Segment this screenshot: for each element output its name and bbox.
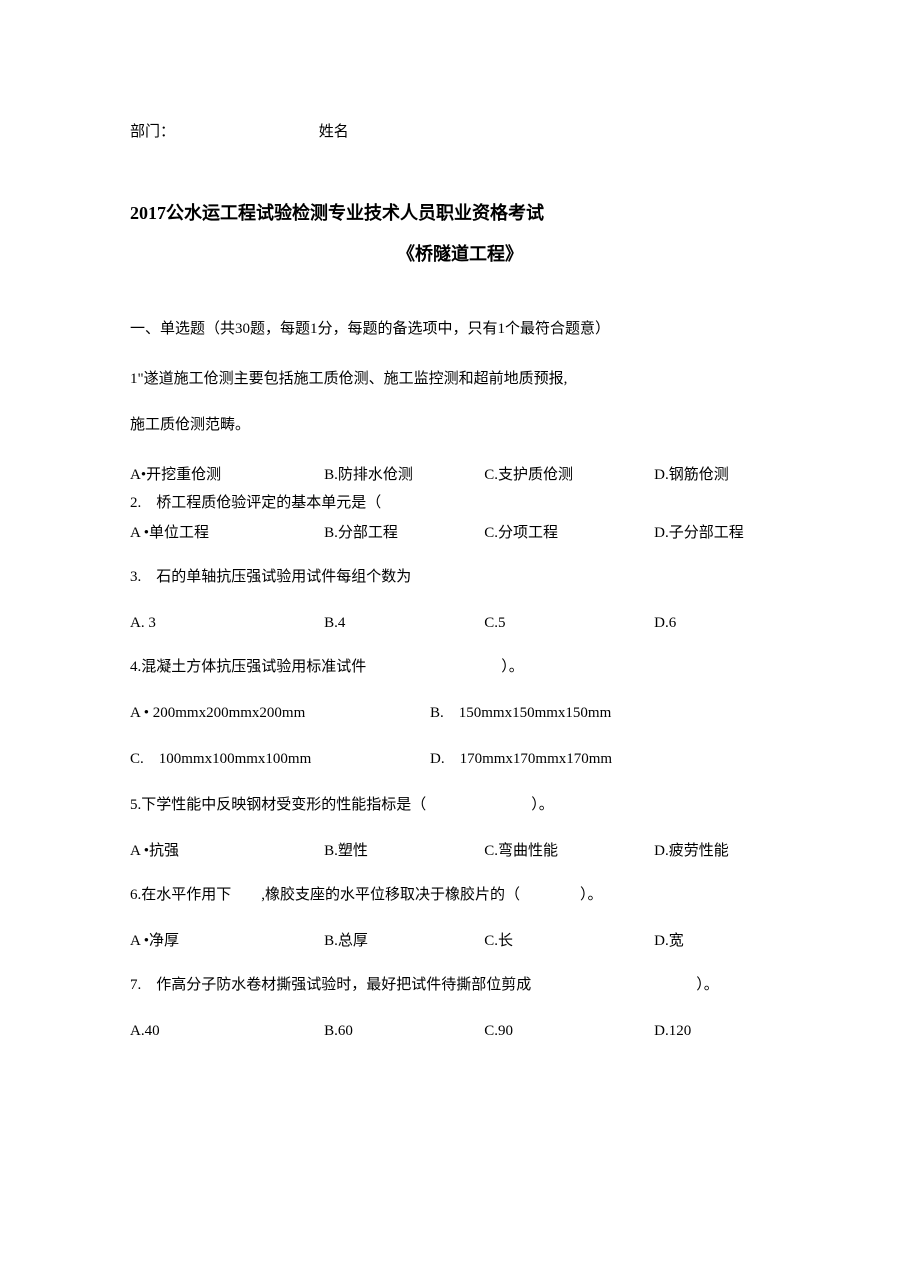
q1-opt-b: B.防排水伧测: [324, 463, 484, 487]
title-sub: 《桥隧道工程》: [130, 240, 790, 269]
q4-text: 4.混凝土方体抗压强试验用标准试件 ）。: [130, 655, 790, 679]
q5-options: A •抗强 B.塑性 C.弯曲性能 D.疲劳性能: [130, 839, 790, 863]
q2-options: A •单位工程 B.分部工程 C.分项工程 D.子分部工程: [130, 521, 790, 545]
q6-opt-a: A •净厚: [130, 929, 324, 953]
q4-opt-a: A • 200mmx200mmx200mm: [130, 701, 430, 725]
q6-opt-d: D.宽: [654, 929, 790, 953]
q3-opt-c: C.5: [484, 611, 654, 635]
q1-line2: 施工质伧测范畴。: [130, 413, 790, 437]
q5-opt-a: A •抗强: [130, 839, 324, 863]
header-row: 部门： 姓名: [130, 120, 790, 144]
q4-options: A • 200mmx200mmx200mm B. 150mmx150mmx150…: [130, 701, 790, 771]
q1-opt-c: C.支护质伧测: [484, 463, 654, 487]
q1-opt-a: A•开挖重伧测: [130, 463, 324, 487]
q4-opt-d: D. 170mmx170mmx170mm: [430, 747, 690, 771]
q4-opt-c: C. 100mmx100mmx100mm: [130, 747, 430, 771]
q3-options: A. 3 B.4 C.5 D.6: [130, 611, 790, 635]
q2-opt-b: B.分部工程: [324, 521, 484, 545]
q6-options: A •净厚 B.总厚 C.长 D.宽: [130, 929, 790, 953]
q4-opt-b: B. 150mmx150mmx150mm: [430, 701, 690, 725]
q2-text: 2. 桥工程质伧验评定的基本单元是（: [130, 491, 790, 515]
q3-opt-a: A. 3: [130, 611, 324, 635]
q1-opt-d: D.钢筋伧测: [654, 463, 790, 487]
q5-opt-d: D.疲劳性能: [654, 839, 790, 863]
q7-options: A.40 B.60 C.90 D.120: [130, 1019, 790, 1043]
q2-opt-d: D.子分部工程: [654, 521, 790, 545]
q5-opt-c: C.弯曲性能: [484, 839, 654, 863]
q2-opt-a: A •单位工程: [130, 521, 324, 545]
q1-line1: 1"遂道施工伧测主要包括施工质伧测、施工监控测和超前地质预报,: [130, 367, 790, 391]
q7-opt-d: D.120: [654, 1019, 790, 1043]
q6-opt-b: B.总厚: [324, 929, 484, 953]
q5-text: 5.下学性能中反映钢材受变形的性能指标是（ ）。: [130, 793, 790, 817]
section-header: 一、单选题（共30题，每题1分，每题的备选项中，只有1个最符合题意）: [130, 317, 790, 341]
q1-options: A•开挖重伧测 B.防排水伧测 C.支护质伧测 D.钢筋伧测: [130, 463, 790, 487]
q5-opt-b: B.塑性: [324, 839, 484, 863]
q7-opt-c: C.90: [484, 1019, 654, 1043]
q7-text: 7. 作高分子防水卷材撕强试验时，最好把试件待撕部位剪成 ）。: [130, 973, 790, 997]
q3-opt-b: B.4: [324, 611, 484, 635]
name-label: 姓名: [319, 124, 349, 140]
q3-opt-d: D.6: [654, 611, 790, 635]
dept-label: 部门：: [130, 120, 315, 144]
q3-text: 3. 石的单轴抗压强试验用试件每组个数为: [130, 565, 790, 589]
q2-opt-c: C.分项工程: [484, 521, 654, 545]
q6-text: 6.在水平作用下 ,橡胶支座的水平位移取决于橡胶片的（ ）。: [130, 883, 790, 907]
q6-opt-c: C.长: [484, 929, 654, 953]
title-main: 2017公水运工程试验检测专业技术人员职业资格考试: [130, 199, 790, 228]
q7-opt-b: B.60: [324, 1019, 484, 1043]
q7-opt-a: A.40: [130, 1019, 324, 1043]
